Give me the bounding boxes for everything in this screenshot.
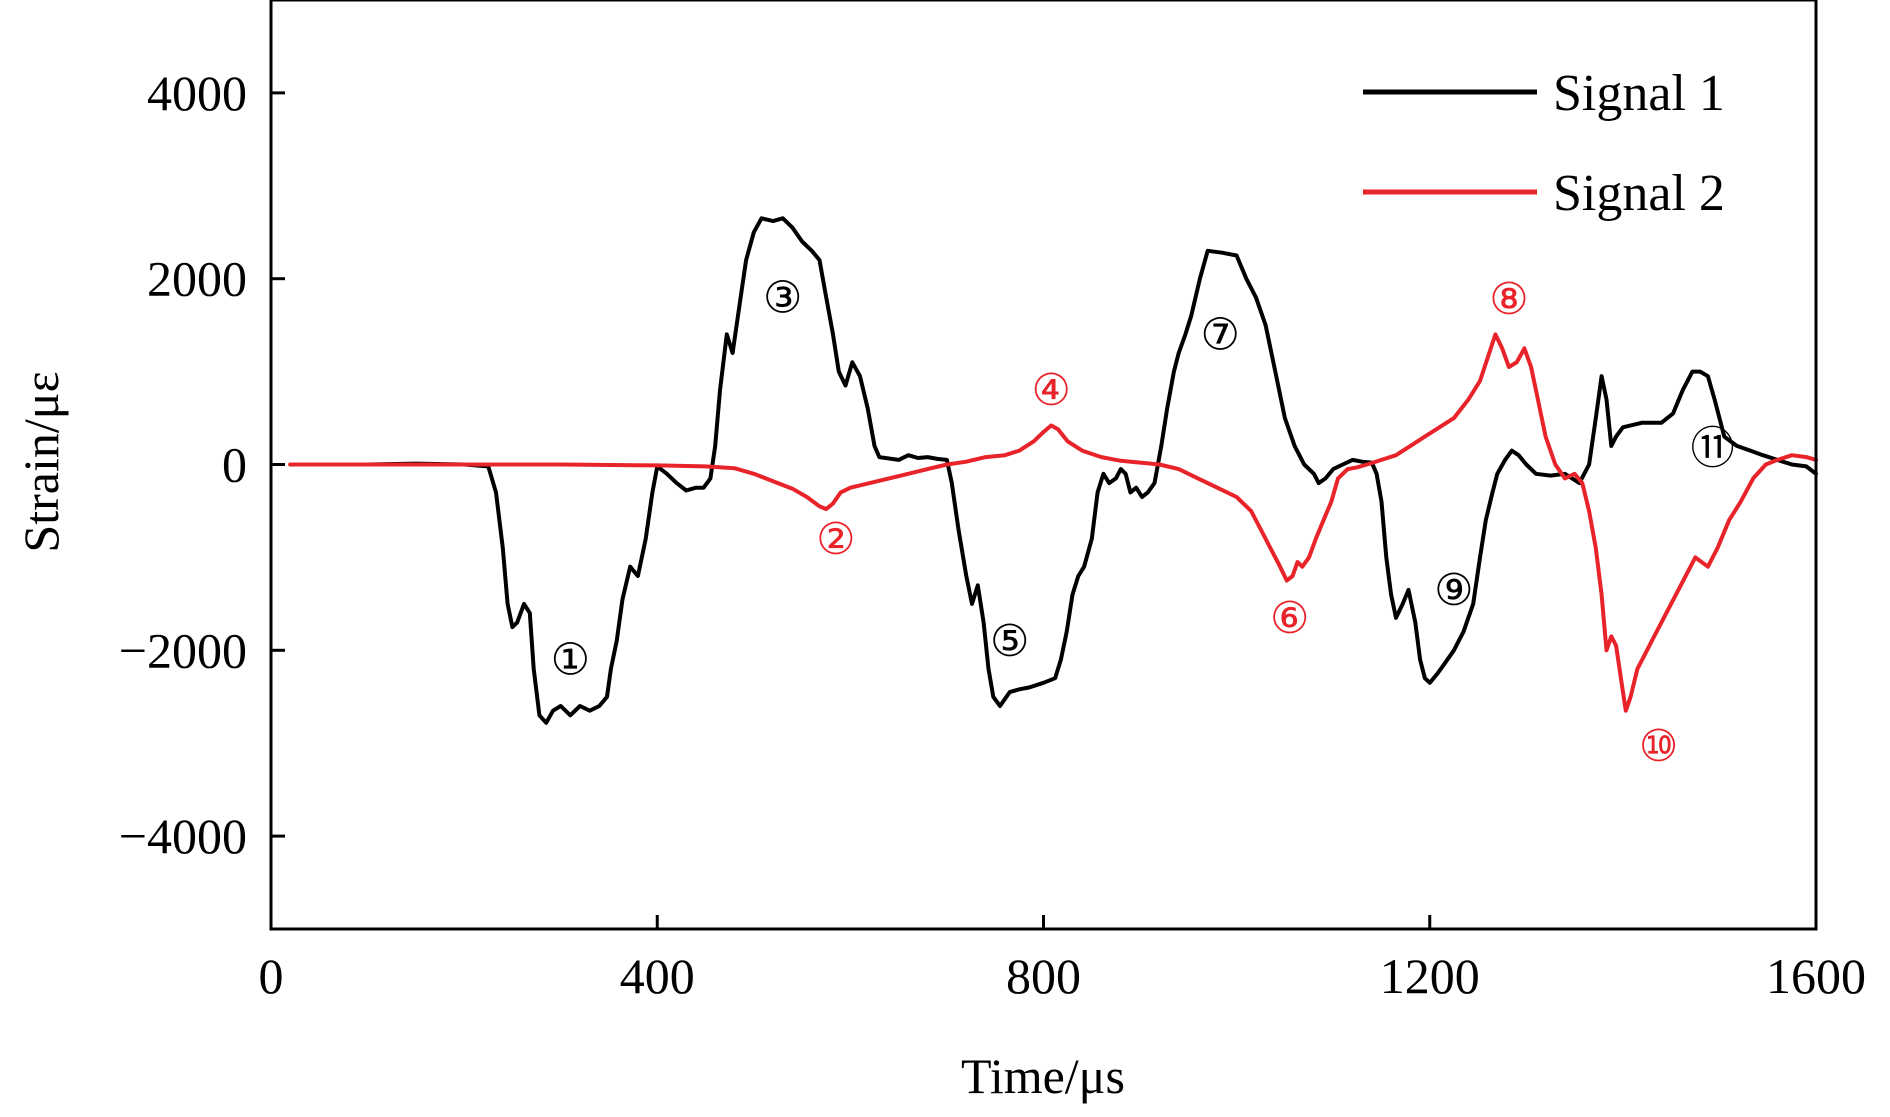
y-tick-label: −4000: [119, 808, 247, 864]
x-axis: 0 400 800 1200 1600: [259, 915, 1866, 1004]
legend: Signal 1 Signal 2: [1363, 65, 1725, 222]
peak-label: ⑨: [1434, 565, 1473, 616]
peak-label: ②: [816, 514, 855, 565]
series-layer: [288, 216, 1818, 725]
peak-label: ⑧: [1489, 274, 1528, 325]
peak-label: ①: [551, 635, 590, 686]
y-tick-label: 4000: [147, 65, 247, 121]
y-tick-label: 0: [222, 437, 247, 493]
y-axis-title: Strain/με: [13, 371, 69, 552]
peak-label: ⑪: [1691, 423, 1735, 474]
legend-label-signal-1: Signal 1: [1553, 65, 1725, 122]
legend-label-signal-2: Signal 2: [1553, 165, 1725, 222]
y-tick-label: 2000: [147, 251, 247, 307]
x-axis-title: Time/μs: [961, 1048, 1125, 1104]
y-tick-label: −2000: [119, 622, 247, 678]
series-line-signal-1: [288, 216, 1818, 725]
peak-label: ④: [1031, 365, 1070, 416]
x-tick-label: 800: [1006, 948, 1081, 1004]
x-tick-label: 1600: [1766, 948, 1866, 1004]
x-tick-label: 400: [620, 948, 695, 1004]
peak-label: ⑤: [990, 616, 1029, 667]
peak-label: ③: [763, 272, 802, 323]
peak-annotations: ① ② ③ ④ ⑤ ⑥ ⑦ ⑧ ⑨ ⑩ ⑪: [551, 272, 1735, 772]
peak-label: ⑩: [1639, 721, 1678, 772]
x-tick-label: 0: [259, 948, 284, 1004]
y-axis: −4000 −2000 0 2000 4000: [119, 65, 285, 864]
series-line-signal-2: [288, 332, 1818, 713]
peak-label: ⑥: [1270, 593, 1309, 644]
x-tick-label: 1200: [1380, 948, 1480, 1004]
peak-label: ⑦: [1200, 309, 1239, 360]
